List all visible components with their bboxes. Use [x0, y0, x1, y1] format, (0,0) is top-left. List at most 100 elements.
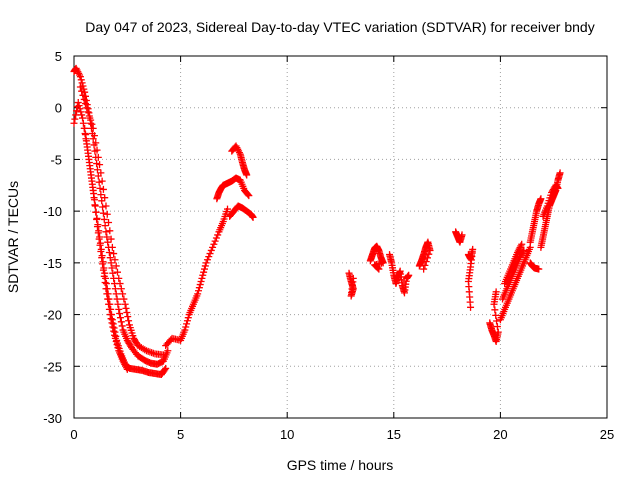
data-point: [182, 323, 190, 331]
data-point: [224, 205, 232, 213]
data-point: [100, 215, 108, 223]
x-tick-label: 10: [280, 427, 294, 442]
data-point: [95, 235, 103, 243]
series-cluster-14: [366, 242, 387, 273]
data-point: [491, 306, 499, 314]
data-point: [107, 315, 115, 323]
data-point: [123, 309, 131, 317]
data-point: [108, 264, 116, 272]
data-point: [90, 132, 98, 140]
data-point: [207, 246, 215, 254]
data-point: [209, 243, 217, 251]
data-point: [102, 285, 110, 293]
data-point: [199, 271, 207, 279]
data-point: [71, 115, 79, 123]
data-point: [90, 194, 98, 202]
data-point: [100, 272, 108, 280]
data-point: [374, 264, 382, 272]
data-point: [87, 168, 95, 176]
data-point: [87, 174, 95, 182]
data-point: [95, 178, 103, 186]
y-tick-label: -30: [43, 411, 62, 426]
y-tick-label: -20: [43, 308, 62, 323]
x-tick-label: 20: [493, 427, 507, 442]
data-point: [184, 314, 192, 322]
data-point: [203, 256, 211, 264]
y-tick-label: 5: [55, 49, 62, 64]
data-point: [517, 242, 525, 250]
data-point: [78, 79, 86, 87]
data-point: [94, 153, 102, 161]
data-point: [70, 119, 78, 127]
data-point: [110, 250, 118, 258]
y-axis-ticks: 5 0 -5 -10 -15 -20 -25 -30: [43, 49, 607, 426]
data-point: [96, 184, 104, 192]
data-point: [79, 119, 87, 127]
data-point: [114, 300, 122, 308]
data-point: [103, 233, 111, 241]
x-tick-label: 5: [177, 427, 184, 442]
data-point: [210, 240, 218, 248]
data-point: [97, 247, 105, 255]
data-point: [93, 223, 101, 231]
data-point: [105, 249, 113, 257]
data-point: [122, 364, 130, 372]
data-point: [78, 111, 86, 119]
y-tick-label: -5: [50, 152, 62, 167]
data-point: [87, 116, 95, 124]
data-point: [89, 135, 97, 143]
data-point: [494, 328, 502, 336]
data-point: [106, 227, 114, 235]
data-point: [101, 222, 109, 230]
data-point: [375, 265, 383, 273]
data-point: [84, 108, 92, 116]
data-point: [105, 219, 113, 227]
series-peak: [228, 142, 251, 179]
data-point: [98, 177, 106, 185]
x-tick-label: 0: [70, 427, 77, 442]
data-point: [122, 304, 130, 312]
data-point: [101, 194, 109, 202]
data-point: [103, 290, 111, 298]
y-axis-label: SDTVAR / TECUs: [5, 181, 21, 293]
data-point: [111, 331, 119, 339]
data-point: [118, 322, 126, 330]
data-point: [76, 105, 84, 113]
data-point: [117, 285, 125, 293]
data-point: [85, 112, 93, 120]
data-point: [82, 100, 90, 108]
data-point: [194, 290, 202, 298]
data-point: [104, 238, 112, 246]
series-branch-lower: [226, 202, 257, 221]
series-dip-20: [486, 288, 502, 345]
data-point: [123, 365, 131, 373]
data-point: [535, 265, 543, 273]
data-point: [89, 124, 97, 132]
data-point: [244, 191, 252, 199]
data-point: [98, 254, 106, 262]
series-recovery: [162, 205, 232, 350]
data-point: [74, 99, 82, 107]
data-point: [78, 87, 86, 95]
data-point: [72, 111, 80, 119]
data-point: [111, 334, 119, 342]
data-point: [200, 268, 208, 276]
y-tick-label: -10: [43, 204, 62, 219]
data-point: [120, 295, 128, 303]
data-point: [81, 124, 89, 132]
data-point: [195, 284, 203, 292]
x-axis-label: GPS time / hours: [287, 457, 394, 473]
x-tick-label: 15: [387, 427, 401, 442]
data-point: [83, 143, 91, 151]
data-point: [235, 149, 243, 157]
data-point: [103, 210, 111, 218]
data-point: [197, 277, 205, 285]
y-tick-label: 0: [55, 101, 62, 116]
data-point: [83, 104, 91, 112]
data-point: [114, 344, 122, 352]
data-point: [113, 341, 121, 349]
data-point: [121, 300, 129, 308]
data-point: [79, 91, 87, 99]
data-point: [195, 287, 203, 295]
data-point: [554, 184, 562, 192]
